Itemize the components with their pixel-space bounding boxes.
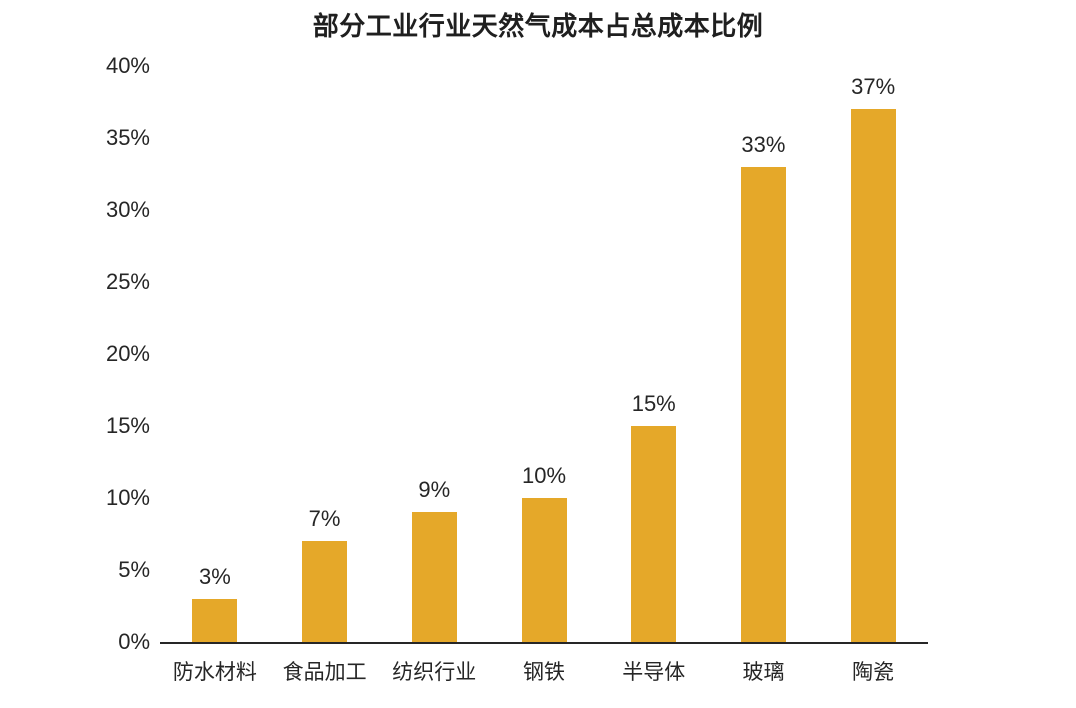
bars-container: 3% 7% 9% 10% 15% 33% 37% <box>160 66 928 642</box>
bar-slot: 9% <box>379 66 489 642</box>
plot-area: 3% 7% 9% 10% 15% 33% 37% <box>160 66 928 644</box>
x-axis-labels: 防水材料 食品加工 纺织行业 钢铁 半导体 玻璃 陶瓷 <box>160 656 928 686</box>
x-tick-label: 食品加工 <box>282 661 367 684</box>
bar <box>302 541 348 642</box>
y-tick-label: 20% <box>105 341 150 366</box>
bar-slot: 3% <box>160 66 270 642</box>
bar-value-label: 3% <box>198 563 231 589</box>
y-tick-label: 10% <box>105 485 150 510</box>
bar <box>521 498 567 642</box>
x-tick-label: 半导体 <box>622 661 686 684</box>
bar-value-label: 7% <box>308 506 341 532</box>
y-tick-label: 35% <box>105 125 150 150</box>
y-tick-label: 30% <box>105 197 150 222</box>
y-tick-label: 0% <box>118 629 150 654</box>
bar <box>192 598 238 642</box>
chart-title: 部分工业行业天然气成本占总成本比例 <box>312 11 764 41</box>
bar <box>850 109 896 642</box>
y-tick-label: 40% <box>105 53 150 78</box>
x-tick-label: 纺织行业 <box>392 661 477 684</box>
bar <box>631 426 677 642</box>
bar <box>740 166 786 642</box>
bar-slot: 37% <box>818 66 928 642</box>
bar-slot: 7% <box>270 66 380 642</box>
bar-slot: 10% <box>489 66 599 642</box>
bar-slot: 33% <box>709 66 819 642</box>
x-tick-label: 钢铁 <box>523 661 566 684</box>
bar-value-label: 10% <box>521 463 567 488</box>
y-tick-label: 25% <box>105 269 150 294</box>
bar-value-label: 37% <box>851 74 896 100</box>
bar-value-label: 15% <box>631 391 676 416</box>
bar <box>411 512 457 642</box>
bar-value-label: 33% <box>741 131 786 157</box>
x-tick-label: 玻璃 <box>742 661 785 684</box>
y-axis: 0% 5% 10% 15% 20% 25% 30% 35% 40% <box>0 53 150 654</box>
bar-value-label: 9% <box>418 477 451 503</box>
bar-slot: 15% <box>599 66 709 642</box>
x-tick-label: 陶瓷 <box>852 661 895 684</box>
y-tick-label: 5% <box>118 557 150 582</box>
y-tick-label: 15% <box>105 413 150 438</box>
x-tick-label: 防水材料 <box>172 661 257 684</box>
